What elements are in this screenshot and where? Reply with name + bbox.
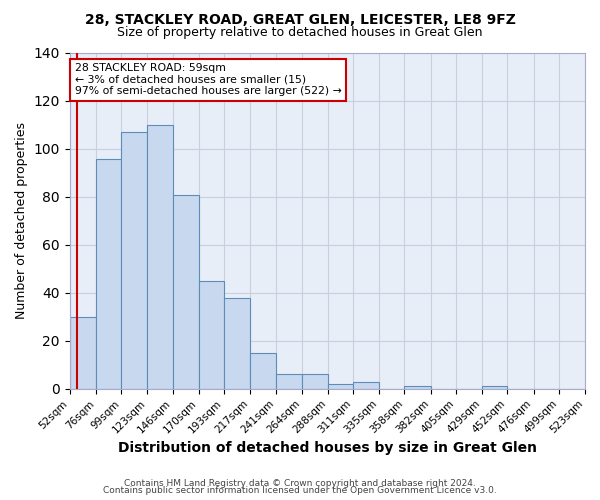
Text: Size of property relative to detached houses in Great Glen: Size of property relative to detached ho… bbox=[117, 26, 483, 39]
Bar bbox=[224, 298, 250, 389]
Text: Contains public sector information licensed under the Open Government Licence v3: Contains public sector information licen… bbox=[103, 486, 497, 495]
Text: 28, STACKLEY ROAD, GREAT GLEN, LEICESTER, LE8 9FZ: 28, STACKLEY ROAD, GREAT GLEN, LEICESTER… bbox=[85, 12, 515, 26]
Bar bbox=[277, 374, 302, 389]
Bar bbox=[404, 386, 431, 389]
X-axis label: Distribution of detached houses by size in Great Glen: Distribution of detached houses by size … bbox=[118, 441, 537, 455]
Text: Contains HM Land Registry data © Crown copyright and database right 2024.: Contains HM Land Registry data © Crown c… bbox=[124, 478, 476, 488]
Bar bbox=[199, 281, 224, 389]
Bar bbox=[302, 374, 328, 389]
Bar bbox=[121, 132, 148, 389]
Y-axis label: Number of detached properties: Number of detached properties bbox=[15, 122, 28, 320]
Bar bbox=[173, 194, 199, 389]
Bar bbox=[482, 386, 508, 389]
Text: 28 STACKLEY ROAD: 59sqm
← 3% of detached houses are smaller (15)
97% of semi-det: 28 STACKLEY ROAD: 59sqm ← 3% of detached… bbox=[75, 63, 341, 96]
Bar bbox=[96, 158, 121, 389]
Bar bbox=[328, 384, 353, 389]
Bar bbox=[70, 317, 96, 389]
Bar bbox=[353, 382, 379, 389]
Bar bbox=[250, 353, 277, 389]
Bar bbox=[148, 125, 173, 389]
